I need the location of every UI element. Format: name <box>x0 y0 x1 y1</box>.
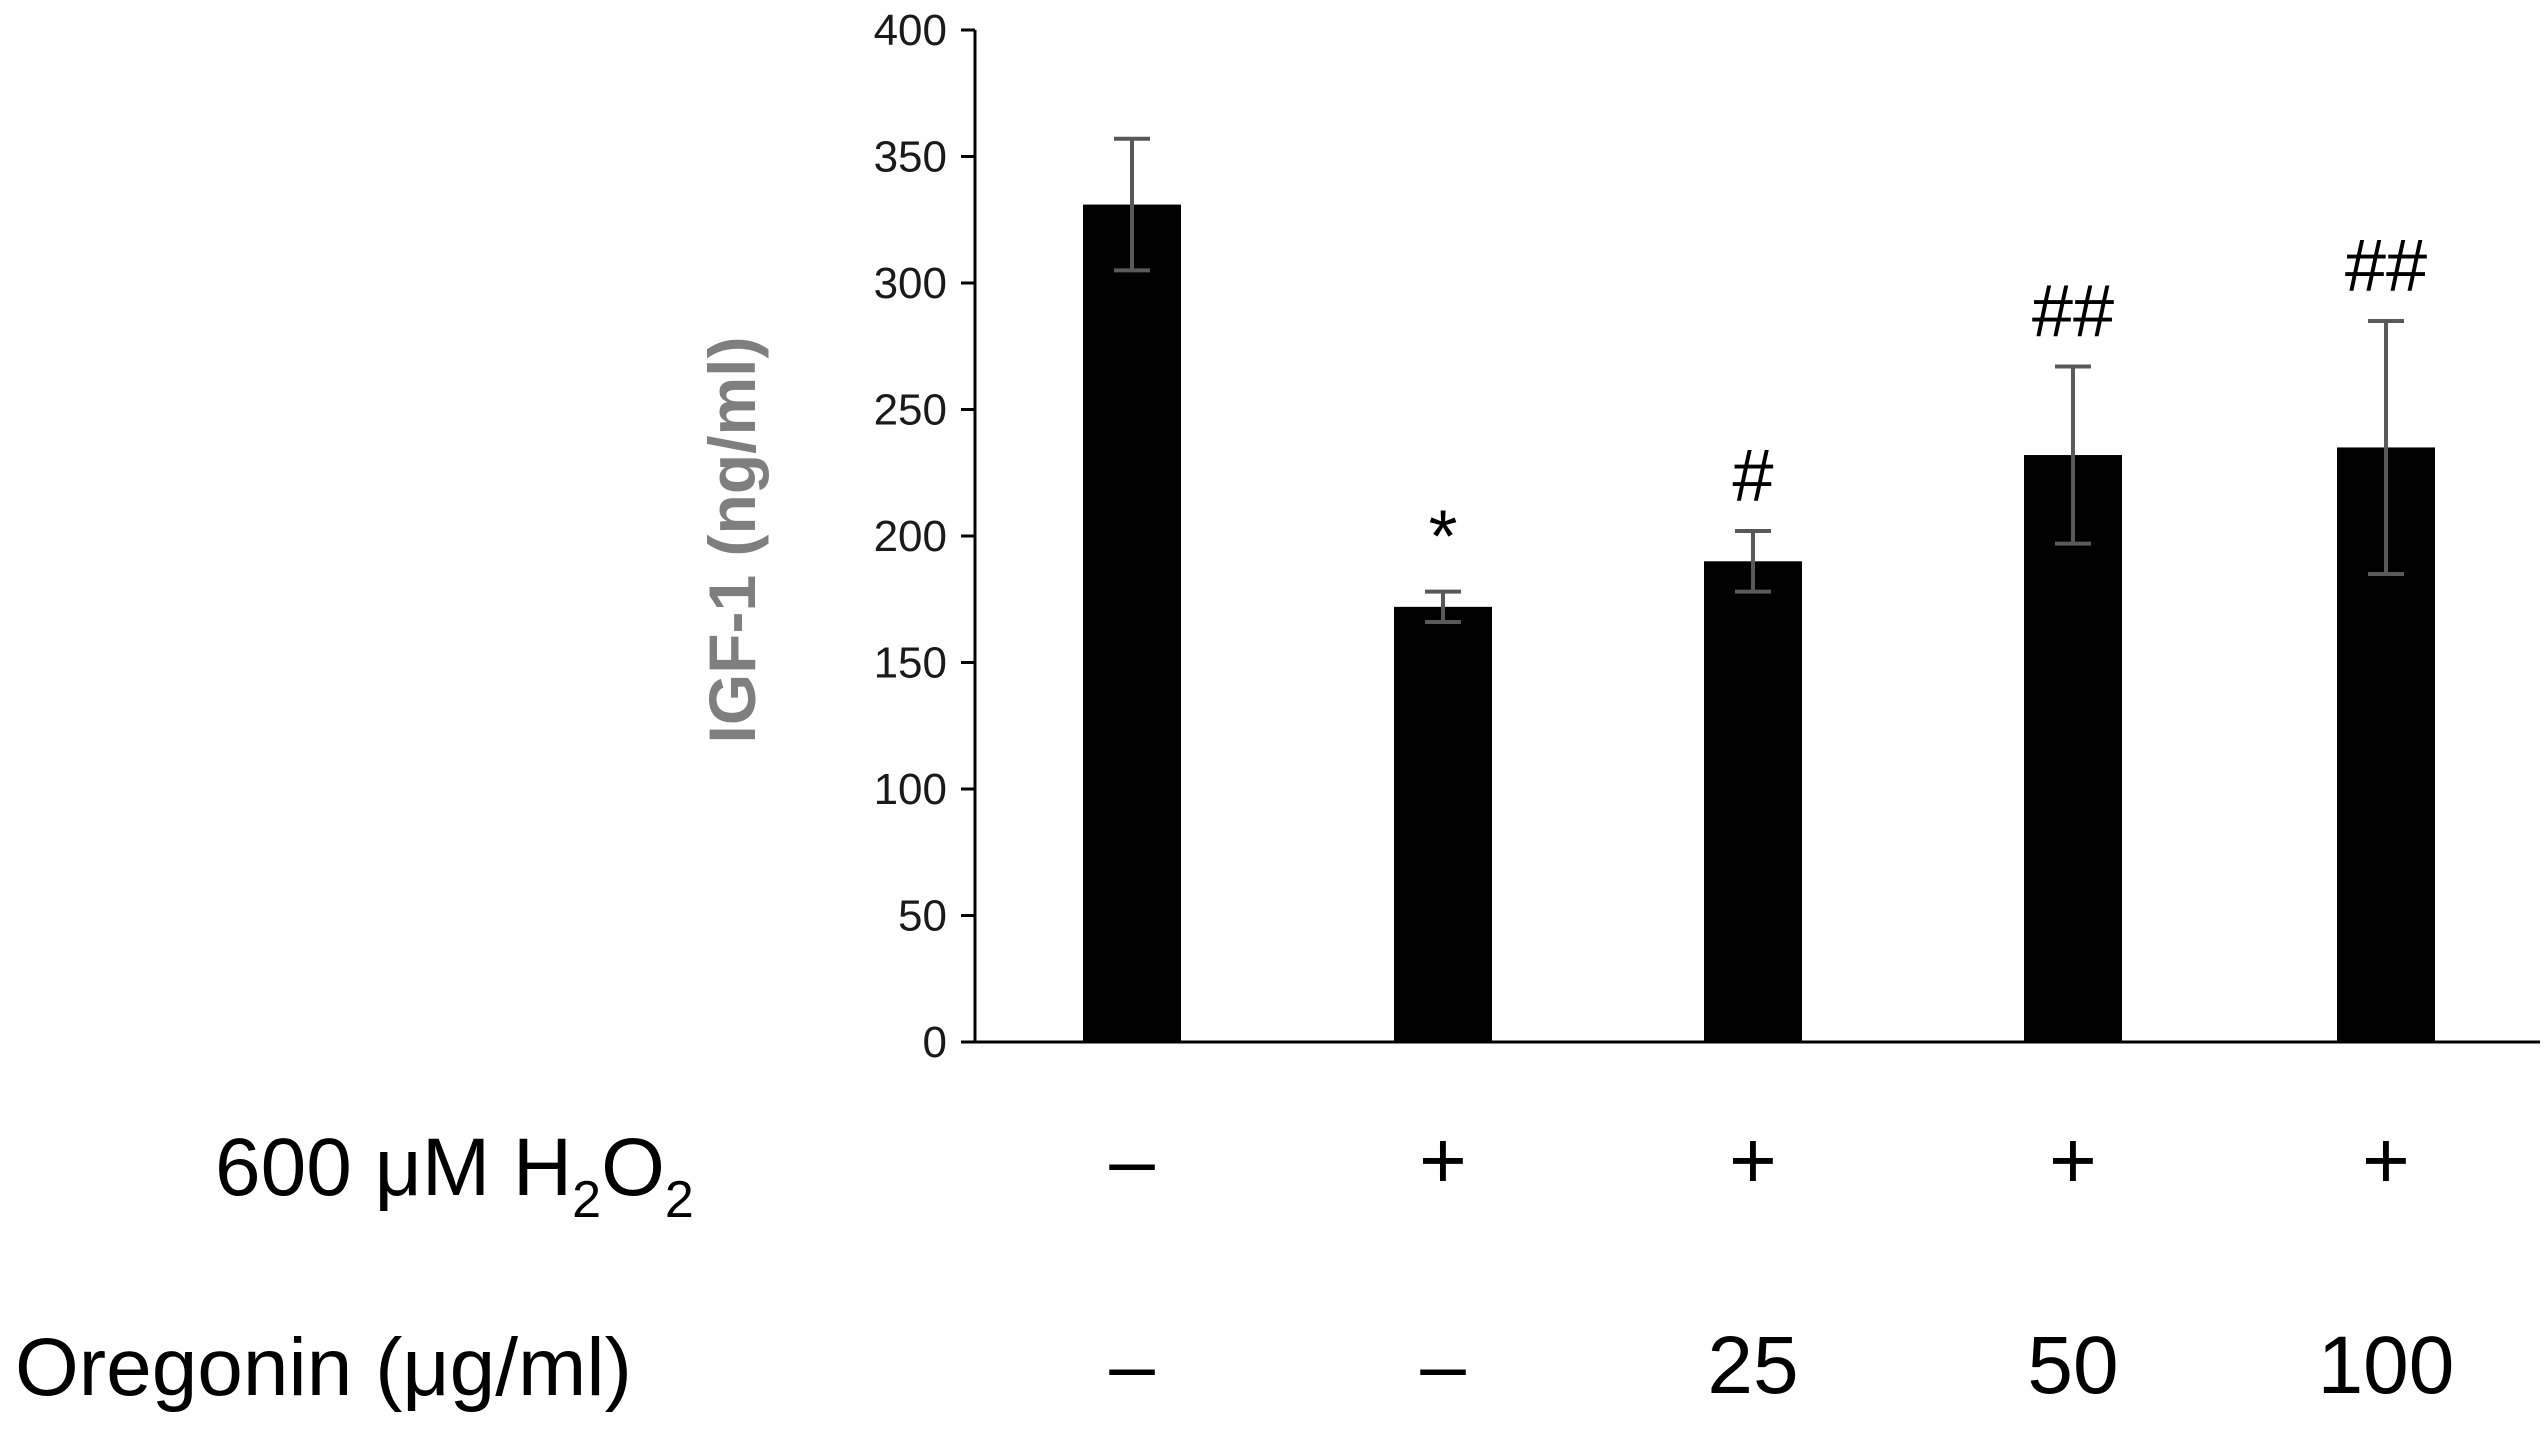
bars <box>1083 204 2435 1042</box>
significance-marker: ## <box>2032 269 2114 352</box>
oregonin-condition-value: 100 <box>2318 1320 2455 1411</box>
h2o2-condition-value: + <box>1729 1115 1777 1206</box>
oregonin-condition-value: 50 <box>2027 1320 2118 1411</box>
h2o2-condition-value: + <box>2362 1115 2410 1206</box>
bar <box>2024 455 2122 1042</box>
h2o2-condition-value: – <box>1109 1115 1155 1206</box>
y-tick-label: 50 <box>898 892 947 941</box>
oregonin-condition-value: 25 <box>1707 1320 1798 1411</box>
significance-marker: # <box>1732 434 1773 517</box>
oregonin-condition-value: – <box>1109 1320 1155 1411</box>
significance-markers: *##### <box>1429 224 2428 578</box>
y-tick-label: 400 <box>874 6 947 55</box>
y-tick-label: 100 <box>874 765 947 814</box>
y-axis: 0 50 100 150 200 250 300 350 400 <box>874 6 2540 1067</box>
y-tick-label: 150 <box>874 639 947 688</box>
oregonin-condition-row: – – 25 50 100 <box>1109 1320 2454 1411</box>
h2o2-condition-row: – + + + + <box>1109 1115 2410 1206</box>
y-axis-label: IGF-1 (ng/ml) <box>695 337 769 744</box>
bar <box>1704 561 1802 1042</box>
significance-marker: * <box>1429 495 1458 578</box>
error-bars <box>1114 136 2404 625</box>
h2o2-row-label: 600 μM H2O2 <box>215 1122 694 1229</box>
oregonin-row-label: Oregonin (μg/ml) <box>15 1322 632 1413</box>
bar <box>1083 204 1181 1042</box>
y-tick-label: 200 <box>874 512 947 561</box>
y-tick-label: 0 <box>923 1018 947 1067</box>
h2o2-condition-value: + <box>2049 1115 2097 1206</box>
y-tick-label: 350 <box>874 133 947 182</box>
h2o2-condition-value: + <box>1419 1115 1467 1206</box>
oregonin-condition-value: – <box>1420 1320 1466 1411</box>
significance-marker: ## <box>2345 224 2427 307</box>
y-tick-label: 250 <box>874 386 947 435</box>
y-tick-label: 300 <box>874 259 947 308</box>
bar <box>1394 606 1492 1042</box>
